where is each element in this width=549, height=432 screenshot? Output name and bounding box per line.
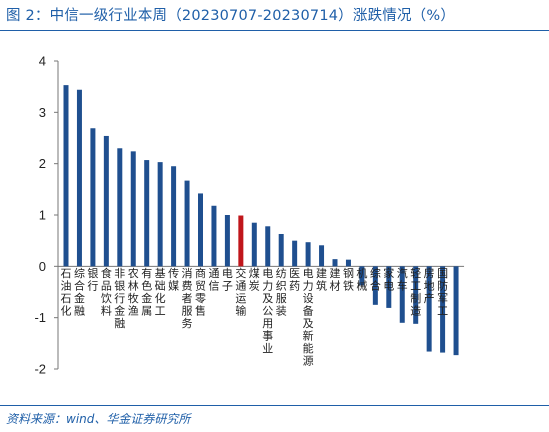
category-label: 交通运输 — [235, 266, 246, 318]
bar-16 — [265, 226, 271, 267]
source-divider — [0, 405, 549, 406]
title-divider — [0, 30, 549, 31]
category-label: 传媒 — [168, 267, 179, 293]
category-label: 基础化工 — [155, 267, 166, 318]
bar-29 — [440, 266, 446, 353]
bar-20 — [319, 245, 325, 267]
bar-7 — [144, 160, 150, 267]
y-tick-label: 2 — [39, 156, 46, 171]
bar-1 — [63, 85, 69, 267]
category-label: 汽车 — [397, 266, 408, 293]
category-label: 轻工制造 — [410, 266, 421, 318]
category-label: 电子 — [222, 267, 233, 293]
category-label: 机械 — [356, 266, 367, 293]
category-label: 建材 — [330, 266, 341, 293]
bar-5 — [117, 148, 123, 267]
category-label: 综合金融 — [74, 266, 85, 318]
y-tick-label: 4 — [39, 54, 46, 69]
bar-24 — [372, 266, 378, 305]
category-label: 电力设备及新能源 — [303, 267, 314, 368]
bar-12 — [211, 205, 217, 267]
category-label: 石油石化 — [61, 267, 72, 318]
bar-26 — [399, 266, 405, 323]
category-label: 综合 — [370, 266, 381, 293]
y-tick-label: 3 — [39, 105, 46, 120]
category-label: 国防军工 — [437, 267, 448, 318]
category-label: 非银行金融 — [114, 267, 125, 330]
bar-8 — [157, 162, 163, 267]
category-label: 通信 — [208, 267, 219, 293]
bars — [63, 85, 459, 356]
category-label: 建筑 — [316, 266, 327, 293]
bar-chart: -2 -1 0 1 2 3 4 石油石化综合金融银行食品饮料非银行金融农林牧渔有色金属基础化… — [34, 54, 465, 377]
y-tick-label: 1 — [39, 208, 46, 223]
bar-25 — [386, 266, 392, 308]
y-tick-label: -1 — [34, 310, 46, 325]
bar-3 — [90, 128, 96, 267]
bar-27 — [413, 266, 419, 324]
bar-9 — [171, 166, 177, 267]
category-label: 农林牧渔 — [128, 266, 139, 318]
category-label: 纺织服装 — [276, 266, 287, 318]
category-label: 消费者服务 — [182, 266, 193, 330]
y-tick-label: -2 — [34, 362, 46, 377]
bar-17 — [278, 233, 284, 267]
bar-19 — [305, 242, 311, 267]
chart-title: 图 2：中信一级行业本周（20230707-20230714）涨跌情况（%） — [6, 8, 456, 24]
category-label: 电力及公用事业 — [262, 267, 273, 355]
category-label: 医药 — [289, 267, 300, 293]
bar-2 — [76, 89, 82, 267]
category-labels: 石油石化综合金融银行食品饮料非银行金融农林牧渔有色金属基础化工传媒消费者服务商贸… — [61, 266, 449, 368]
category-label: 煤炭 — [249, 267, 260, 293]
bar-23 — [359, 266, 365, 286]
category-label: 家电 — [383, 266, 394, 293]
bar-18 — [292, 240, 298, 267]
bar-14 — [238, 215, 244, 267]
category-label: 商贸零售 — [195, 266, 206, 318]
bar-6 — [130, 151, 136, 267]
bar-22 — [345, 259, 351, 267]
source-note: 资料来源：wind、华金证券研究所 — [6, 412, 191, 426]
bar-21 — [332, 259, 338, 267]
bar-10 — [184, 180, 190, 267]
bar-11 — [198, 193, 203, 267]
bar-13 — [224, 215, 230, 267]
bar-28 — [426, 266, 432, 352]
category-label: 食品饮料 — [101, 266, 112, 318]
y-tick-label: 0 — [39, 259, 46, 274]
category-label: 房地产 — [424, 267, 435, 305]
category-label: 钢铁 — [343, 267, 354, 293]
bar-15 — [251, 222, 257, 267]
category-label: 银行 — [87, 266, 98, 293]
y-axis: -2 -1 0 1 2 3 4 — [34, 54, 465, 377]
category-label: 有色金属 — [141, 266, 152, 318]
bar-4 — [103, 135, 109, 267]
bar-30 — [453, 266, 459, 356]
